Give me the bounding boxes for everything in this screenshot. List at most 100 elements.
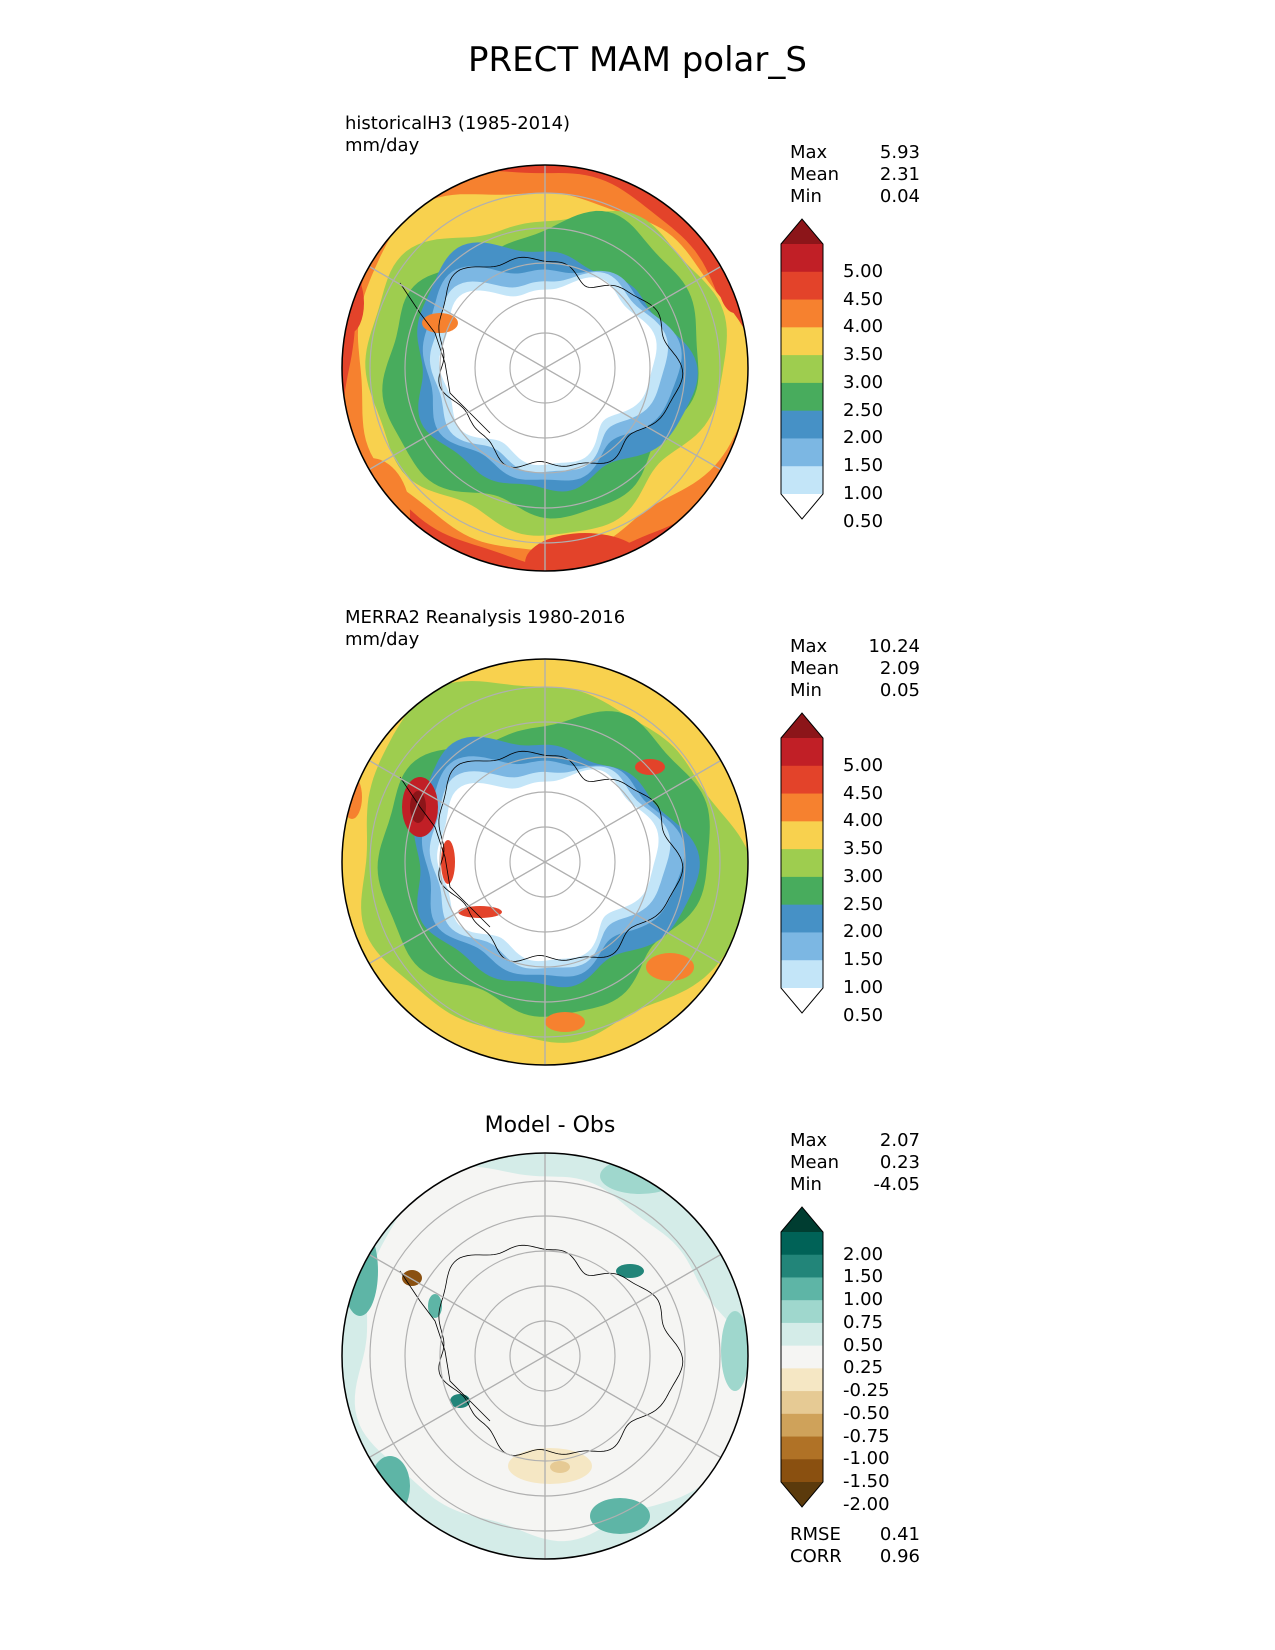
field-patch bbox=[646, 953, 694, 981]
coastline bbox=[438, 256, 684, 468]
longitude-line bbox=[368, 759, 722, 965]
colorbar-segment bbox=[781, 1436, 823, 1460]
colorbar-segment bbox=[781, 932, 823, 961]
colorbar-reference bbox=[780, 712, 824, 1014]
colorbar-segment bbox=[781, 1391, 823, 1415]
polar-map-test bbox=[341, 164, 749, 572]
colorbar-tick-label: 3.00 bbox=[843, 371, 884, 393]
colorbar-tick-label: 5.00 bbox=[843, 260, 884, 282]
colorbar-segment bbox=[781, 299, 823, 328]
field-patch bbox=[545, 1012, 585, 1032]
colorbar-tick-label: 2.50 bbox=[843, 399, 884, 421]
field-patch bbox=[410, 791, 426, 823]
colorbar-segment bbox=[781, 466, 823, 495]
colorbar-segment bbox=[781, 1368, 823, 1392]
stat-mean: Mean 2.31 bbox=[790, 164, 920, 185]
colorbar-tick-label: 0.25 bbox=[843, 1357, 884, 1379]
longitude-line bbox=[368, 1253, 722, 1459]
colorbar-segment bbox=[781, 327, 823, 356]
figure-title: PRECT MAM polar_S bbox=[468, 40, 807, 80]
colorbar-segment bbox=[781, 876, 823, 906]
colorbar-tick-label: -1.00 bbox=[843, 1448, 890, 1470]
metric-corr: CORR 0.96 bbox=[790, 1546, 920, 1567]
stats-reference: Max 10.24 Mean 2.09 Min 0.05 bbox=[790, 636, 920, 702]
colorbar-extend-top bbox=[781, 1207, 823, 1232]
stat-max: Max 5.93 bbox=[790, 142, 920, 163]
field-patch-positive bbox=[428, 1294, 442, 1318]
colorbar-tick-label: 5.00 bbox=[843, 754, 884, 776]
colorbar-tick-label: -0.75 bbox=[843, 1425, 890, 1447]
colorbar-tick-label: 1.00 bbox=[843, 1289, 884, 1311]
colorbar-tick-label: 0.50 bbox=[843, 1004, 884, 1026]
panel-test-case: historicalH3 (1985-2014) bbox=[345, 113, 571, 134]
colorbar-outline bbox=[780, 218, 824, 520]
colorbar-tick-label: 1.50 bbox=[843, 949, 884, 971]
stats-test: Max 5.93 Mean 2.31 Min 0.04 bbox=[790, 142, 920, 208]
colorbar-tick-label: 4.50 bbox=[843, 288, 884, 310]
field-patch bbox=[525, 533, 645, 571]
map-boundary bbox=[341, 1152, 749, 1560]
colorbar-segment bbox=[781, 1254, 823, 1278]
colorbar-segment bbox=[781, 1277, 823, 1301]
colorbar-tick-label: 3.50 bbox=[843, 838, 884, 860]
colorbar-tick-label: -0.50 bbox=[843, 1402, 890, 1424]
peninsula-coastline bbox=[399, 1270, 491, 1422]
stat-min: Min 0.04 bbox=[790, 186, 920, 207]
colorbar-tick-label: 0.50 bbox=[843, 1334, 884, 1356]
panel-test-units: mm/day bbox=[345, 135, 420, 156]
colorbar-tick-label: 4.00 bbox=[843, 316, 884, 338]
colorbar-extend-bottom bbox=[781, 988, 823, 1013]
stat-mean: Mean 2.09 bbox=[790, 658, 920, 679]
colorbar-tick-label: 4.50 bbox=[843, 782, 884, 804]
field-patch bbox=[458, 906, 502, 918]
colorbar-tick-label: 1.00 bbox=[843, 483, 884, 504]
colorbar-segment bbox=[781, 271, 823, 301]
coastline bbox=[438, 750, 684, 962]
colorbar-segment bbox=[781, 1459, 823, 1483]
field-patch-positive bbox=[721, 1311, 748, 1391]
colorbar-segment bbox=[781, 904, 823, 933]
colorbar-tick-label: 2.00 bbox=[843, 1243, 884, 1265]
colorbar-tick-label: -1.50 bbox=[843, 1471, 890, 1492]
map-boundary bbox=[341, 164, 749, 572]
field-band-near-zero bbox=[354, 1166, 748, 1542]
longitude-line bbox=[368, 265, 722, 471]
peninsula-coastline bbox=[399, 776, 491, 928]
colorbar-tick-label: 1.00 bbox=[843, 977, 884, 998]
colorbar-segment bbox=[781, 1322, 823, 1347]
coastline bbox=[438, 1244, 684, 1456]
field-patch-negative bbox=[550, 1461, 570, 1473]
stat-max: Max 10.24 bbox=[790, 636, 920, 657]
field-patch-positive bbox=[616, 1264, 644, 1278]
panel-difference-title: Model - Obs bbox=[484, 1113, 616, 1138]
panel-test: historicalH3 (1985-2014) mm/day Max 5.93 … bbox=[0, 0, 1275, 572]
colorbar-segment bbox=[781, 849, 823, 878]
colorbar-tick-label: 1.50 bbox=[843, 455, 884, 477]
colorbar-extend-top bbox=[781, 713, 823, 738]
colorbar-segment bbox=[781, 1345, 823, 1369]
panel-difference: Model - Obs Max 2.07 Mean 0.23 Min -4.05 2.… bbox=[0, 0, 1275, 1567]
stat-mean: Mean 0.23 bbox=[790, 1152, 920, 1173]
colorbar-tick-label: -2.00 bbox=[843, 1493, 890, 1515]
field-patch-positive bbox=[590, 1498, 650, 1534]
colorbar-segment bbox=[781, 244, 823, 273]
colorbar-tick-label: 3.50 bbox=[843, 344, 884, 366]
colorbar-extend-bottom bbox=[781, 1482, 823, 1507]
metrics-difference: RMSE 0.41 CORR 0.96 bbox=[790, 1524, 920, 1568]
colorbar-outline bbox=[780, 712, 824, 1014]
metric-rmse: RMSE 0.41 bbox=[790, 1524, 920, 1545]
stat-min: Min 0.05 bbox=[790, 680, 920, 701]
colorbar-extend-top bbox=[781, 219, 823, 244]
panel-reference-units: mm/day bbox=[345, 629, 420, 650]
colorbar-extend-bottom bbox=[781, 494, 823, 519]
colorbar-segment bbox=[781, 410, 823, 439]
colorbar-tick-label: 2.00 bbox=[843, 427, 884, 449]
polar-map-reference bbox=[341, 658, 749, 1066]
colorbar-tick-label: 0.50 bbox=[843, 510, 884, 532]
colorbar-tick-label: 0.75 bbox=[843, 1311, 884, 1333]
field-band-0.5 bbox=[439, 277, 657, 466]
panel-reference-case: MERRA2 Reanalysis 1980-2016 bbox=[345, 607, 626, 628]
colorbar-segment bbox=[781, 1300, 823, 1324]
field-patch bbox=[441, 840, 455, 884]
panel-test-label: historicalH3 (1985-2014) mm/day bbox=[345, 113, 570, 157]
